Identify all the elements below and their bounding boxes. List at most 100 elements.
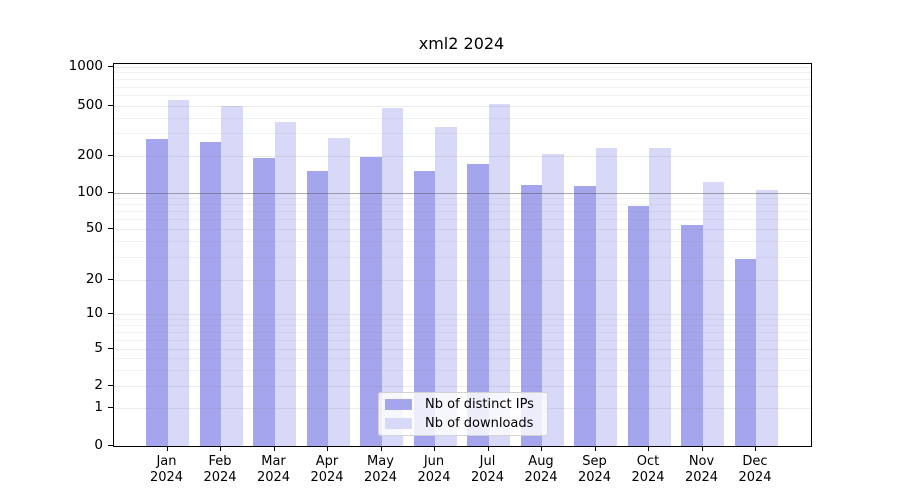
bar-downloads — [702, 182, 724, 446]
gridline-major — [114, 192, 811, 194]
gridline-major — [114, 105, 811, 107]
y-tick-mark — [108, 65, 113, 67]
bar-downloads — [756, 189, 778, 446]
x-tick-label: Dec 2024 — [738, 454, 772, 485]
gridline-minor — [114, 133, 811, 135]
x-tick-mark — [327, 446, 329, 451]
legend-label-downloads: Nb of downloads — [425, 416, 534, 431]
gridline-minor — [114, 86, 811, 88]
x-tick-mark — [541, 446, 543, 451]
bar-distinct-ips — [520, 184, 542, 446]
bar-downloads — [167, 100, 189, 446]
legend-item-downloads: Nb of downloads — [385, 414, 541, 433]
y-tick-label: 1000 — [68, 57, 103, 74]
gridline-minor — [114, 79, 811, 81]
gridline-minor — [114, 331, 811, 333]
x-tick-label: Oct 2024 — [631, 454, 665, 485]
legend: Nb of distinct IPs Nb of downloads — [378, 392, 548, 436]
x-tick-label: Nov 2024 — [684, 454, 719, 485]
gridline-major — [114, 279, 811, 281]
x-tick-mark — [487, 446, 489, 451]
y-tick-label: 500 — [77, 96, 103, 113]
gridline-minor — [114, 257, 811, 259]
y-tick-mark — [108, 104, 113, 106]
x-tick-mark — [648, 446, 650, 451]
y-tick-label: 2 — [94, 376, 103, 393]
y-tick-label: 100 — [77, 183, 103, 200]
x-tick-mark — [755, 446, 757, 451]
chart-title: xml2 2024 — [418, 34, 505, 53]
x-tick-mark — [380, 446, 382, 451]
x-tick-mark — [220, 446, 222, 451]
gridline-major — [114, 385, 811, 387]
y-tick-mark — [108, 154, 113, 157]
y-tick-mark — [108, 191, 113, 194]
x-tick-label: Jul 2024 — [470, 454, 505, 485]
x-tick-label: Apr 2024 — [310, 454, 344, 485]
bar-downloads — [649, 148, 671, 446]
gridline-minor — [114, 95, 811, 97]
bar-downloads — [435, 126, 457, 446]
x-tick-label: Jun 2024 — [417, 454, 451, 485]
gridline-minor — [114, 198, 811, 200]
legend-item-distinct-ips: Nb of distinct IPs — [385, 395, 541, 414]
legend-label-distinct-ips: Nb of distinct IPs — [425, 397, 534, 412]
gridline-major — [114, 228, 811, 230]
gridline-minor — [114, 357, 811, 359]
gridline-major — [114, 348, 811, 350]
x-tick-mark — [701, 446, 703, 451]
bar-distinct-ips — [360, 156, 382, 446]
x-tick-label: Aug 2024 — [524, 454, 558, 485]
bar-distinct-ips — [627, 205, 649, 446]
bar-downloads — [488, 104, 510, 446]
bar-distinct-ips — [306, 171, 328, 446]
legend-swatch-distinct-ips — [385, 399, 412, 410]
bar-downloads — [381, 108, 403, 446]
y-tick-mark — [108, 406, 113, 409]
gridline-minor — [114, 339, 811, 341]
x-tick-label: Sep 2024 — [577, 454, 612, 485]
x-tick-mark — [166, 446, 168, 451]
y-tick-label: 0 — [94, 437, 103, 453]
x-tick-mark — [434, 446, 436, 451]
gridline-minor — [114, 204, 811, 206]
gridline-minor — [114, 211, 811, 213]
bar-distinct-ips — [413, 170, 435, 446]
bar-distinct-ips — [253, 158, 275, 446]
x-tick-label: Feb 2024 — [203, 454, 237, 485]
y-tick-label: 20 — [85, 270, 103, 287]
x-tick-label: Mar 2024 — [256, 454, 291, 485]
gridline-major — [114, 313, 811, 315]
legend-swatch-downloads — [385, 418, 412, 429]
bar-downloads — [274, 121, 296, 446]
x-tick-mark — [273, 446, 275, 451]
y-tick-label: 10 — [85, 304, 103, 321]
y-tick-label: 1 — [94, 398, 103, 415]
y-tick-label: 5 — [94, 339, 103, 356]
gridline-minor — [114, 219, 811, 221]
gridline-minor — [114, 72, 811, 74]
gridline-major — [114, 66, 811, 68]
bar-distinct-ips — [734, 259, 756, 446]
bar-distinct-ips — [467, 164, 489, 446]
gridline-minor — [114, 117, 811, 119]
bar-downloads — [542, 154, 564, 446]
gridline-minor — [114, 325, 811, 327]
x-tick-mark — [594, 446, 596, 451]
y-tick-mark — [108, 312, 113, 315]
bar-downloads — [595, 148, 617, 446]
bar-downloads — [221, 106, 243, 446]
bar-distinct-ips — [199, 142, 221, 446]
bar-distinct-ips — [574, 186, 596, 446]
x-tick-label: May 2024 — [363, 454, 398, 485]
gridline-minor — [114, 319, 811, 321]
plot-area: Nb of distinct IPs Nb of downloads — [113, 63, 812, 447]
y-tick-mark — [108, 384, 113, 387]
y-tick-mark — [108, 227, 113, 230]
y-tick-label: 50 — [85, 219, 103, 236]
y-tick-mark — [108, 445, 113, 447]
y-tick-label: 200 — [77, 146, 103, 163]
bar-distinct-ips — [146, 139, 168, 446]
gridline-major — [114, 155, 811, 157]
